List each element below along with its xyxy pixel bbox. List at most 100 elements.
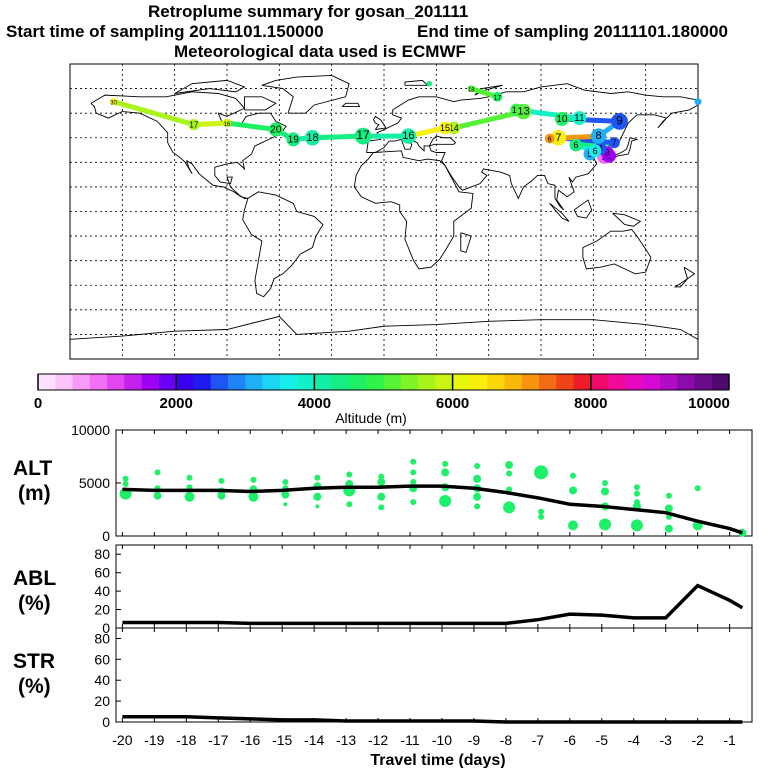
x-axis-title: Travel time (days): [370, 752, 505, 768]
altitude-sample-point: [506, 470, 513, 477]
coastline: [373, 115, 387, 131]
y-tick-label: 20: [94, 602, 110, 618]
x-tick-label: -8: [500, 732, 513, 748]
colorbar-swatch: [124, 374, 142, 390]
colorbar-swatch: [590, 374, 609, 390]
altitude-sample-point: [283, 502, 288, 507]
trajectory-point: [426, 80, 433, 87]
coastline: [460, 232, 472, 254]
x-tick-label: -15: [272, 732, 292, 748]
colorbar-tick-label: 0: [34, 395, 42, 412]
y-tick-label: 60: [94, 565, 110, 581]
colorbar-swatch: [642, 374, 661, 390]
str-unit: (%): [18, 675, 51, 698]
colorbar-tick-label: 2000: [160, 395, 193, 412]
colorbar-tick-label: 6000: [436, 395, 469, 412]
altitude-sample-point: [598, 518, 611, 531]
altitude-sample-point: [473, 492, 482, 501]
colorbar-label: Altitude (m): [335, 410, 407, 426]
x-tick-label: -5: [596, 732, 609, 748]
altitude-sample-point: [410, 469, 417, 476]
altitude-sample-point: [503, 501, 516, 514]
altitude-sample-point: [153, 491, 162, 500]
colorbar-tick-label: 10000: [688, 395, 730, 412]
colorbar-swatch: [452, 374, 471, 390]
coastline: [243, 96, 277, 111]
panel-frame-str: [115, 627, 753, 723]
altitude-sample-point: [506, 486, 513, 493]
trajectory-day-label: 16: [224, 122, 231, 128]
trajectory-day-label: 6: [573, 140, 578, 150]
met-data-source: Meteorological data used is ECMWF: [174, 42, 466, 61]
y-tick-label: 0: [102, 528, 110, 544]
x-tick-label: -4: [628, 732, 641, 748]
coastlines: [69, 75, 699, 340]
trajectory-segment: [309, 133, 366, 141]
trajectory-day-label: 17: [189, 121, 198, 130]
y-tick-label: 40: [94, 583, 110, 599]
altitude-sample-point: [664, 504, 673, 513]
colorbar-swatch: [72, 374, 91, 390]
alt-unit: (m): [18, 482, 51, 505]
altitude-sample-point: [378, 473, 385, 480]
trajectory-point: [515, 103, 532, 120]
altitude-sample-point: [122, 475, 129, 482]
trajectory-day-label: 9: [616, 113, 623, 127]
altitude-sample-point: [346, 471, 353, 478]
altitude-sample-point: [217, 491, 226, 500]
x-tick-label: -2: [691, 732, 704, 748]
colorbar-tick-label: 4000: [298, 395, 331, 412]
coastline: [582, 229, 652, 275]
coastline: [353, 150, 474, 270]
end-sampling-time: End time of sampling 20111101.180000: [417, 22, 728, 41]
trajectory-point: [400, 128, 417, 144]
colorbar-swatch: [348, 374, 367, 390]
altitude-sample-point: [505, 460, 514, 469]
altitude-sample-point: [570, 472, 577, 479]
altitude-sample-point: [154, 469, 161, 476]
colorbar-swatch: [659, 374, 678, 390]
trajectory-point: [188, 119, 200, 131]
y-tick-label: 10000: [71, 422, 110, 438]
altitude-sample-point: [601, 480, 608, 486]
y-tick-label: 80: [94, 546, 110, 562]
altitude-sample-point: [313, 492, 322, 501]
alt-label: ALT: [13, 457, 52, 480]
altitude-sample-point: [122, 481, 129, 488]
trajectory-point: [447, 121, 461, 135]
altitude-sample-point: [314, 474, 321, 481]
altitude-sample-point: [568, 520, 579, 531]
colorbar-swatch: [383, 374, 402, 390]
trajectory-point: [590, 128, 607, 144]
chart-title: Retroplume summary for gosan_201111: [148, 2, 469, 21]
coastline: [612, 212, 642, 227]
altitude-sample-point: [442, 460, 449, 467]
colorbar-swatch: [677, 374, 695, 390]
altitude-sample-point: [665, 492, 672, 499]
coastline: [549, 202, 570, 222]
colorbar-swatch: [141, 374, 160, 390]
x-tick-label: -19: [144, 732, 164, 748]
x-tick-label: -17: [208, 732, 228, 748]
altitude-sample-point: [600, 487, 609, 496]
x-tick-label: -14: [304, 732, 324, 748]
colorbar-swatch: [487, 374, 505, 390]
altitude-sample-point: [630, 519, 643, 532]
trajectory-day-label: 10: [556, 114, 568, 125]
map-gridlines: [70, 64, 698, 359]
altitude-sample-point: [474, 463, 481, 470]
coastline: [90, 91, 288, 199]
y-tick-label: 0: [102, 714, 110, 730]
altitude-sample-point: [538, 508, 545, 515]
trajectory-day-label: 17: [356, 128, 370, 142]
altitude-sample-point: [664, 524, 673, 533]
trajectory-point: [286, 132, 301, 147]
world-map: 1234566776891011111314151617181920161730…: [69, 63, 702, 360]
coastline: [261, 75, 350, 114]
trajectory-day-label: 8: [596, 130, 602, 142]
altitude-sample-point: [694, 485, 701, 492]
colorbar-swatch: [279, 374, 298, 390]
x-tick-label: -3: [659, 732, 672, 748]
colorbar-swatch: [228, 374, 246, 390]
